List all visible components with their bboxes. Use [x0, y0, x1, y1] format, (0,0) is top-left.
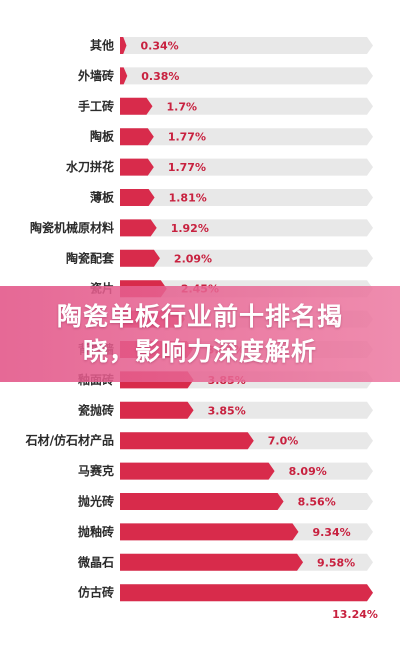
- bar-track: [120, 249, 373, 267]
- value-label: 1.77%: [168, 161, 206, 174]
- category-label: 陶板: [90, 129, 115, 144]
- bar: [120, 37, 127, 54]
- value-label: 1.92%: [171, 222, 209, 235]
- value-label: 2.09%: [174, 252, 212, 265]
- value-label: 3.85%: [208, 404, 246, 417]
- category-label: 瓷抛砖: [78, 402, 114, 417]
- value-label: 8.56%: [298, 496, 336, 509]
- value-label: 1.81%: [169, 192, 207, 205]
- bar: [120, 249, 160, 267]
- category-label: 水刀拼花: [66, 159, 114, 174]
- bar-track: [120, 67, 373, 85]
- category-label: 仿古砖: [78, 585, 114, 600]
- value-label: 1.77%: [168, 131, 206, 144]
- bar: [120, 432, 254, 450]
- category-label: 石材/仿石材产品: [25, 433, 114, 448]
- bar-track: [120, 219, 373, 237]
- value-label: 8.09%: [289, 465, 327, 478]
- bar-track: [120, 97, 373, 115]
- category-label: 马赛克: [78, 463, 114, 478]
- category-label: 薄板: [90, 190, 115, 205]
- bar: [120, 553, 304, 571]
- bar: [120, 67, 128, 85]
- category-label: 抛釉砖: [78, 524, 114, 539]
- bar: [120, 462, 275, 480]
- bar-track: [120, 128, 373, 146]
- bar: [120, 584, 373, 602]
- bar-track: [120, 37, 373, 54]
- banner-title: 陶瓷单板行业前十排名揭晓，影响力深度解析: [56, 302, 343, 366]
- value-label: 13.24%: [332, 608, 378, 621]
- category-label: 外墙砖: [78, 68, 114, 83]
- bar-track: [120, 189, 373, 206]
- value-label: 7.0%: [268, 435, 299, 448]
- bar: [120, 523, 299, 541]
- value-label: 9.34%: [312, 526, 350, 539]
- value-label: 9.58%: [317, 556, 355, 569]
- category-label: 微晶石: [77, 554, 114, 569]
- category-label: 陶瓷配套: [66, 250, 115, 265]
- bar: [120, 493, 284, 510]
- bar-track: [120, 158, 373, 176]
- category-label: 陶瓷机械原材料: [30, 220, 114, 235]
- category-label: 手工砖: [78, 98, 114, 113]
- bar: [120, 128, 154, 146]
- bar: [120, 189, 155, 206]
- value-label: 0.38%: [141, 70, 179, 83]
- category-label: 其他: [90, 38, 114, 53]
- bar: [120, 97, 153, 115]
- value-label: 1.7%: [166, 100, 197, 113]
- value-label: 0.34%: [140, 40, 178, 53]
- bar: [120, 158, 154, 176]
- category-label: 抛光砖: [78, 494, 114, 509]
- title-banner: 陶瓷单板行业前十排名揭晓，影响力深度解析: [0, 286, 400, 382]
- bar: [120, 219, 157, 237]
- bar: [120, 401, 194, 419]
